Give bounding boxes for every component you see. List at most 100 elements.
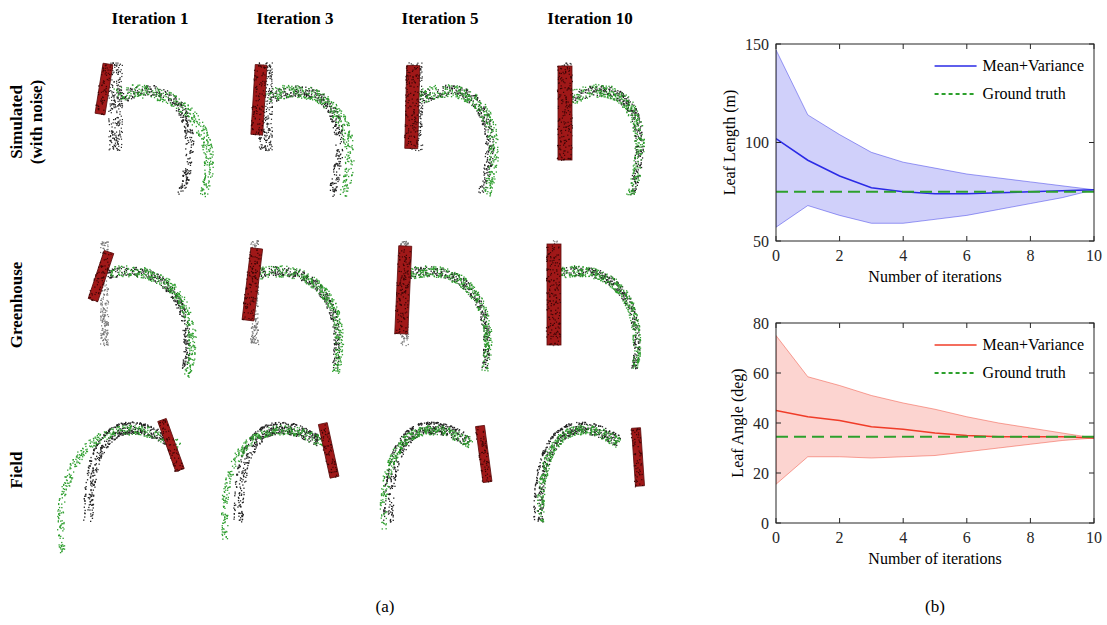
point-cloud-dot xyxy=(204,133,205,134)
point-cloud-dot xyxy=(176,110,177,111)
cylinder-dot xyxy=(101,84,102,85)
point-cloud-dot xyxy=(190,170,191,171)
point-cloud-dot xyxy=(332,187,333,188)
point-cloud-dot xyxy=(332,113,333,114)
point-cloud-dot xyxy=(110,63,111,64)
point-cloud-dot xyxy=(212,156,213,157)
cylinder-dot xyxy=(98,106,99,107)
point-cloud-dot xyxy=(119,139,120,140)
point-cloud-dot xyxy=(311,94,312,95)
point-cloud-dot xyxy=(118,125,119,126)
point-cloud-dot xyxy=(266,142,267,143)
cylinder-dot xyxy=(259,114,260,115)
point-cloud-dot xyxy=(204,137,205,138)
point-cloud-dot xyxy=(342,124,343,125)
point-cloud-dot xyxy=(301,87,302,88)
point-cloud-dot xyxy=(204,170,205,171)
point-cloud-dot xyxy=(128,92,129,93)
point-cloud-dot xyxy=(276,100,277,101)
point-cloud-dot xyxy=(125,99,126,100)
point-cloud-dot xyxy=(202,189,203,190)
point-cloud-dot xyxy=(192,132,193,133)
point-cloud-dot xyxy=(139,85,140,86)
point-cloud-dot xyxy=(318,103,319,104)
point-cloud-dot xyxy=(349,125,350,126)
point-cloud-dot xyxy=(311,91,312,92)
point-cloud-dot xyxy=(301,88,302,89)
point-cloud-dot xyxy=(337,181,338,182)
point-cloud-dot xyxy=(307,90,308,91)
point-cloud-dot xyxy=(137,96,138,97)
cylinder-dot xyxy=(107,69,108,70)
point-cloud-dot xyxy=(122,124,123,125)
point-cloud-dot xyxy=(265,145,266,146)
cylinder-dot xyxy=(253,116,254,117)
point-cloud-dot xyxy=(190,165,191,166)
cylinder-dot xyxy=(103,110,104,111)
point-cloud-dot xyxy=(205,176,206,177)
point-cloud-dot xyxy=(341,137,342,138)
point-cloud-dot xyxy=(316,95,317,96)
point-cloud-dot xyxy=(269,94,270,95)
point-cloud-dot xyxy=(271,127,272,128)
point-cloud-dot xyxy=(344,118,345,119)
point-cloud-dot xyxy=(169,95,170,96)
point-cloud-dot xyxy=(283,98,284,99)
point-cloud-dot xyxy=(193,141,194,142)
point-cloud-dot xyxy=(269,142,270,143)
point-cloud-dot xyxy=(185,168,186,169)
point-cloud-dot xyxy=(277,97,278,98)
point-cloud-dot xyxy=(345,121,346,122)
point-cloud-dot xyxy=(179,187,180,188)
point-cloud-dot xyxy=(206,146,207,147)
point-cloud-dot xyxy=(190,150,191,151)
point-cloud-dot xyxy=(265,120,266,121)
point-cloud-dot xyxy=(327,98,328,99)
point-cloud-dot xyxy=(300,94,301,95)
point-cloud-dot xyxy=(285,93,286,94)
point-cloud-dot xyxy=(109,121,110,122)
point-cloud-dot xyxy=(337,177,338,178)
point-cloud-dot xyxy=(198,124,199,125)
point-cloud-dot xyxy=(272,114,273,115)
point-cloud-dot xyxy=(279,95,280,96)
point-cloud-dot xyxy=(184,103,185,104)
point-cloud-dot xyxy=(186,155,187,156)
point-cloud-dot xyxy=(305,91,306,92)
point-cloud-dot xyxy=(133,91,134,92)
point-cloud-dot xyxy=(281,90,282,91)
point-cloud-dot xyxy=(185,115,186,116)
point-cloud-dot xyxy=(209,174,210,175)
point-cloud-dot xyxy=(333,112,334,113)
point-cloud-dot xyxy=(311,93,312,94)
point-cloud-dot xyxy=(186,121,187,122)
point-cloud-dot xyxy=(163,89,164,90)
point-cloud-dot xyxy=(270,71,271,72)
point-cloud-dot xyxy=(194,120,195,121)
point-cloud-dot xyxy=(285,91,286,92)
cylinder-dot xyxy=(98,108,99,109)
cylinder-dot xyxy=(265,67,266,68)
point-cloud-dot xyxy=(331,121,332,122)
point-cloud-dot xyxy=(121,139,122,140)
point-cloud-dot xyxy=(160,97,161,98)
point-cloud-dot xyxy=(312,96,313,97)
point-cloud-dot xyxy=(113,138,114,139)
point-cloud-dot xyxy=(113,72,114,73)
point-cloud-dot xyxy=(269,88,270,89)
point-cloud-dot xyxy=(126,98,127,99)
point-cloud-dot xyxy=(269,72,270,73)
point-cloud-dot xyxy=(332,119,333,120)
point-cloud-dot xyxy=(137,90,138,91)
point-cloud-dot xyxy=(297,97,298,98)
point-cloud-dot xyxy=(135,87,136,88)
point-cloud-dot xyxy=(202,194,203,195)
point-cloud-dot xyxy=(270,107,271,108)
point-cloud-dot xyxy=(155,92,156,93)
point-cloud-dot xyxy=(194,115,195,116)
point-cloud-dot xyxy=(199,119,200,120)
point-cloud-dot xyxy=(188,170,189,171)
point-cloud-dot xyxy=(347,191,348,192)
point-cloud-dot xyxy=(158,89,159,90)
point-cloud-dot xyxy=(316,89,317,90)
